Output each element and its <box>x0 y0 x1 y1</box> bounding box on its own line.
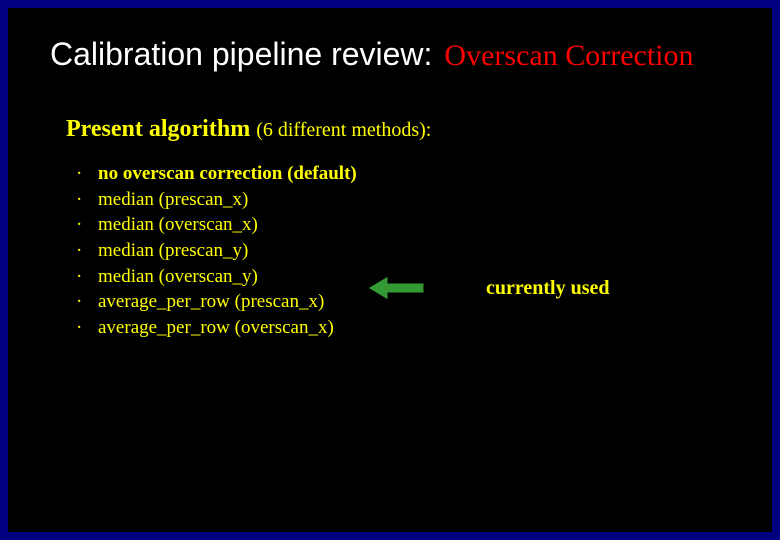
bullet-text: average_per_row (prescan_x) <box>98 289 324 315</box>
list-item: · average_per_row (overscan_x) <box>76 315 732 341</box>
bullet-text: median (prescan_y) <box>98 238 248 264</box>
bullet-text: median (overscan_y) <box>98 264 258 290</box>
bullet-text: average_per_row (overscan_x) <box>98 315 334 341</box>
bullet-list: · no overscan correction (default) · med… <box>76 161 732 340</box>
bullet-icon: · <box>76 212 98 238</box>
arrow-annotation: currently used <box>368 276 610 300</box>
bullet-text: no overscan correction (default) <box>98 161 357 187</box>
bullet-icon: · <box>76 187 98 213</box>
section: Present algorithm (6 different methods):… <box>66 116 732 340</box>
section-heading: Present algorithm (6 different methods): <box>66 116 732 143</box>
bullet-icon: · <box>76 161 98 187</box>
list-item: · median (prescan_y) <box>76 238 732 264</box>
title-main: Calibration pipeline review: <box>50 36 432 72</box>
arrow-left-icon <box>368 276 424 300</box>
bullet-icon: · <box>76 289 98 315</box>
arrow-label: currently used <box>486 277 610 300</box>
bullet-icon: · <box>76 238 98 264</box>
arrow-shape <box>368 276 424 300</box>
list-item: · median (prescan_x) <box>76 187 732 213</box>
bullet-text: median (prescan_x) <box>98 187 248 213</box>
bullet-icon: · <box>76 315 98 341</box>
list-item: · no overscan correction (default) <box>76 161 732 187</box>
title-row: Calibration pipeline review: Overscan Co… <box>50 36 752 73</box>
section-heading-bold: Present algorithm <box>66 116 250 142</box>
bullet-text: median (overscan_x) <box>98 212 258 238</box>
section-heading-paren: (6 different methods): <box>256 119 431 141</box>
bullet-icon: · <box>76 264 98 290</box>
slide: Calibration pipeline review: Overscan Co… <box>8 8 772 532</box>
title-sub: Overscan Correction <box>444 39 693 72</box>
list-item: · median (overscan_x) <box>76 212 732 238</box>
